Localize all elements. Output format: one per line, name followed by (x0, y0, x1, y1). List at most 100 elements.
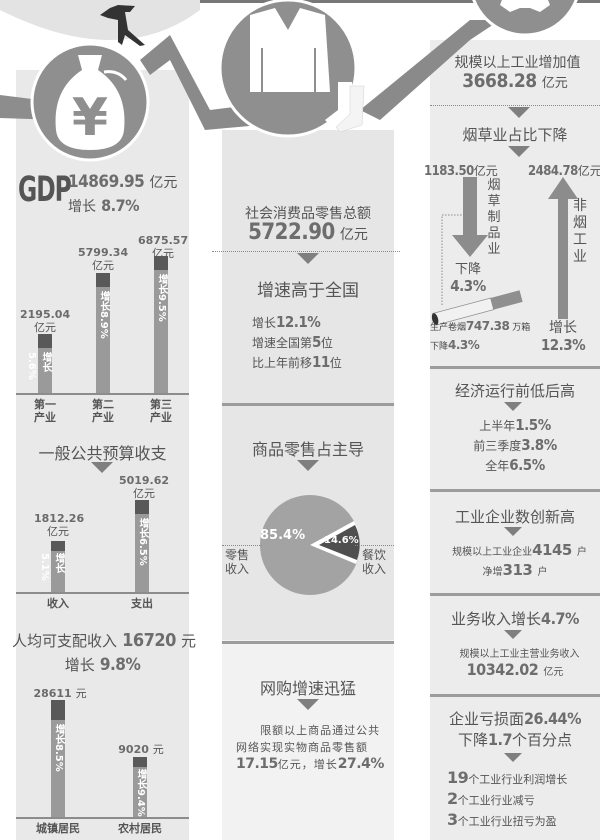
online-arrow-icon (297, 699, 319, 710)
loss-arrow-icon (504, 753, 522, 762)
trend-h1: 上半年1.5% (479, 416, 551, 434)
income-title-row: 人均可支配收入 16720 元 (12, 630, 196, 651)
left-column-panel (16, 70, 189, 840)
income-value: 16720 (122, 630, 176, 651)
pie-guide-left (222, 545, 262, 546)
income-unit: 元 (181, 632, 197, 650)
nontobacco-label: 非烟工业 (573, 198, 587, 265)
middle-column-panel-bottom (222, 640, 394, 840)
goods-title: 商品零售占主导 (251, 440, 364, 459)
bar-value-secondary: 5799.34 亿元 (78, 246, 129, 272)
budget-title: 一般公共预算收支 (38, 444, 167, 463)
goods-arrow-icon (297, 460, 319, 471)
bar-budget-income: 增长5.1% (39, 541, 65, 593)
income-growth-value: 9.8% (99, 655, 141, 675)
gdp-chart-baseline (16, 393, 189, 395)
retail-divider (212, 251, 400, 252)
bar-secondary-industry: 增长8.9% (96, 273, 110, 394)
budget-chart-baseline (16, 592, 189, 594)
gear-icon (472, 0, 578, 37)
enterprises-arrow-icon (504, 527, 522, 536)
industry-title: 规模以上工业增加值 (454, 55, 581, 71)
pie-label-retail: 85.4% (260, 528, 306, 543)
retail-arrow-icon (297, 253, 319, 264)
middle-divider-1 (222, 403, 394, 406)
tobacco-arrow-icon (508, 146, 530, 157)
gdp-unit: 亿元 (149, 175, 178, 191)
retail-value-row: 5722.90 亿元 (222, 220, 394, 245)
speed-line-3: 比上年前移11位 (252, 353, 342, 371)
revenue-value-row: 10342.02 亿元 (466, 660, 564, 679)
online-title: 网购增速迅猛 (259, 679, 356, 698)
revenue-title-row: 业务收入增长4.7% (451, 609, 579, 628)
category-secondary: 第二产业 (92, 398, 114, 424)
industry-value-row: 3668.28 亿元 (430, 70, 600, 92)
loss-title-row: 企业亏损面26.44% (449, 709, 581, 728)
budget-income-value: 1812.26 亿元 (34, 512, 85, 538)
retail-income-label: 零售 收入 (225, 548, 250, 576)
revenue-arrow-icon (504, 630, 522, 639)
right-divider-1 (430, 366, 600, 369)
bar-value-primary: 2195.04 亿元 (20, 308, 71, 334)
up-arrow-icon (558, 197, 568, 319)
gdp-value: 14869.95 (68, 172, 145, 192)
person-icon (100, 5, 145, 46)
category-tertiary: 第三产业 (150, 398, 172, 424)
tobacco-change: 下降 4.3% (450, 262, 486, 295)
enterprises-title: 工业企业数创新高 (454, 508, 575, 526)
speed-title: 增速高于全国 (257, 281, 359, 301)
industry-value: 3668.28 (462, 70, 537, 92)
catering-income-label: 餐饮 收入 (362, 548, 387, 576)
gdp-value-row: 14869.95 亿元 (68, 172, 177, 192)
bar-budget-expense: 增长6.5% (135, 500, 149, 593)
trend-title: 经济运行前低后高 (454, 382, 575, 400)
gdp-label: GDP (18, 170, 72, 211)
nontobacco-value-row: 2484.78亿元 (528, 164, 600, 179)
industry-arrow-icon (508, 107, 530, 118)
enterprises-text-row: 规模以上工业企业4145 户 (452, 541, 587, 559)
enterprises-net-row: 净增313 户 (482, 561, 548, 579)
bar-primary-industry: 增长5.6% (26, 334, 52, 394)
category-income: 收入 (47, 597, 69, 610)
speed-line-1: 增长12.1% (252, 313, 321, 331)
budget-expense-value: 5019.62 亿元 (118, 474, 170, 500)
trend-arrow-icon (504, 402, 522, 411)
tobacco-arrows (431, 177, 578, 326)
income-growth-label: 增长 (64, 656, 95, 674)
tobacco-title: 烟草业占比下降 (462, 126, 568, 144)
retail-value: 5722.90 (248, 220, 335, 245)
tobacco-value-row: 1183.50亿元 (424, 164, 498, 179)
right-divider-3 (430, 593, 600, 596)
rural-income-value: 9020 元 (118, 743, 164, 756)
middle-divider-2 (222, 641, 394, 644)
loss-sub-row: 下降1.7个百分点 (457, 730, 573, 749)
income-title: 人均可支配收入 (12, 632, 118, 650)
speed-line-2: 增速全国第5位 (252, 333, 333, 351)
cigarette-icon (431, 290, 523, 326)
industry-divider (430, 105, 600, 106)
revenue-text: 规模以上工业主营业务收入 (459, 649, 580, 660)
online-text: 限额以上商品通过公共网络实现实物商品零售额17.15亿元，增长27.4% (236, 724, 384, 772)
category-primary: 第一产业 (34, 398, 56, 424)
trend-year: 全年6.5% (485, 456, 545, 474)
category-expense: 支出 (131, 597, 153, 610)
income-growth-row: 增长 9.8% (16, 654, 189, 675)
gdp-growth-value: 8.7% (101, 196, 140, 215)
bar-urban-income: 增长8.5% (51, 700, 65, 818)
bar-rural-income: 增长9.4% (133, 757, 147, 818)
tobacco-label: 烟草制品业 (487, 178, 501, 257)
middle-column-panel (222, 130, 394, 710)
right-divider-4 (430, 694, 600, 697)
income-chart-baseline (16, 817, 189, 819)
bar-tertiary-industry: 增长9.5% (154, 256, 168, 394)
right-divider-2 (430, 489, 600, 492)
pie-chart (260, 495, 360, 595)
loss-item-2: 2个工业行业减亏 (447, 789, 535, 808)
nontobacco-change: 增长 12.3% (540, 320, 586, 354)
pie-label-catering: 14.6% (324, 535, 359, 546)
svg-text:¥: ¥ (72, 88, 108, 148)
loss-item-3: 3个工业行业扭亏为盈 (447, 810, 557, 829)
urban-income-value: 28611 元 (33, 687, 87, 700)
retail-unit: 亿元 (339, 227, 368, 243)
category-rural: 农村居民 (118, 822, 162, 835)
